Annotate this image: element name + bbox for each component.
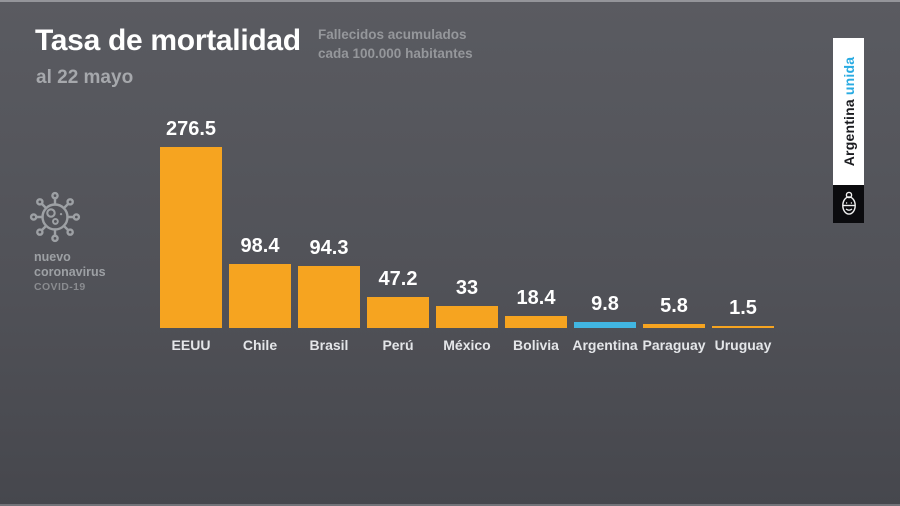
badge-text: nuevo coronavirus <box>34 250 106 280</box>
bar <box>574 322 636 328</box>
bar-column: 276.5 EEUU <box>160 0 222 362</box>
bar-value-label: 18.4 <box>516 287 556 309</box>
bar-category-label: Uruguay <box>714 337 772 353</box>
bar-category-label: Chile <box>242 337 278 353</box>
bar-column: 5.8 Paraguay <box>642 0 706 362</box>
bar-value-label: 9.8 <box>591 293 619 315</box>
bar <box>367 297 429 328</box>
coat-of-arms-icon <box>841 191 856 215</box>
bar-value-label: 276.5 <box>165 118 217 140</box>
bar-column: 94.3 Brasil <box>298 0 360 362</box>
bar-value-label: 33 <box>455 277 479 299</box>
banner-text-unida: unida <box>840 56 857 96</box>
chart-subtitle: Fallecidos acumulados cada 100.000 habit… <box>318 26 473 64</box>
bar-category-label: Perú <box>382 337 414 353</box>
badge-line1: nuevo <box>34 250 71 264</box>
bar-value-label: 1.5 <box>729 297 757 319</box>
covid-label: COVID-19 <box>34 281 86 293</box>
bar-value-label: 5.8 <box>660 295 688 317</box>
frame-top-edge <box>0 0 900 2</box>
bar <box>160 147 222 328</box>
coronavirus-icon <box>29 191 81 243</box>
government-logo <box>833 185 864 223</box>
bar <box>712 326 774 328</box>
bar-value-label: 98.4 <box>240 235 280 257</box>
bar <box>505 316 567 328</box>
bar-value-label: 47.2 <box>378 268 418 290</box>
banner-text-argentina: Argentina <box>840 99 857 167</box>
bar-category-label: EEUU <box>171 337 211 353</box>
badge-line2: coronavirus <box>34 265 106 279</box>
bar-category-label: México <box>443 337 491 353</box>
bar-column: 98.4 Chile <box>229 0 291 362</box>
bar <box>229 264 291 328</box>
bar-column: 18.4 Bolivia <box>505 0 567 362</box>
chart-subtitle-line1: Fallecidos acumulados <box>318 27 467 42</box>
bar-column: 1.5 Uruguay <box>712 0 774 362</box>
page-title: Tasa de mortalidad <box>35 24 301 57</box>
bar <box>643 324 705 328</box>
bar <box>298 266 360 328</box>
bar <box>436 306 498 328</box>
bar-column: 33 México <box>436 0 498 362</box>
date-label: al 22 mayo <box>36 67 134 88</box>
bar-category-label: Brasil <box>309 337 349 353</box>
bar-category-label: Argentina <box>572 337 638 353</box>
bar-category-label: Paraguay <box>642 337 706 353</box>
argentina-unida-banner: Argentina unida <box>833 38 864 185</box>
bar-value-label: 94.3 <box>309 237 349 259</box>
banner-text: Argentina unida <box>833 38 864 185</box>
bar-column: 9.8 Argentina <box>572 0 638 362</box>
bar-chart: 276.5 EEUU 98.4 Chile 94.3 Brasil 47.2 Perú 33 Mé… <box>160 0 774 362</box>
frame-bottom-edge <box>0 504 900 506</box>
bar-category-label: Bolivia <box>513 337 559 353</box>
bar-column: 47.2 Perú <box>367 0 429 362</box>
chart-subtitle-line2: cada 100.000 habitantes <box>318 45 473 61</box>
